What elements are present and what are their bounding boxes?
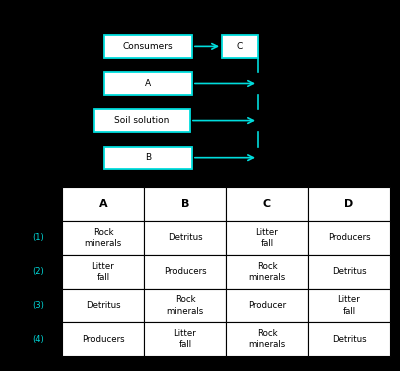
Bar xyxy=(308,255,390,289)
Text: C: C xyxy=(263,199,271,209)
Bar xyxy=(144,221,226,255)
Text: Detritus: Detritus xyxy=(168,233,202,243)
Bar xyxy=(144,255,226,289)
Bar xyxy=(104,35,192,58)
Bar xyxy=(144,322,226,356)
Text: Consumers: Consumers xyxy=(123,42,173,51)
Text: (4): (4) xyxy=(32,335,44,344)
Bar xyxy=(62,187,390,356)
Text: A: A xyxy=(99,199,107,209)
Text: Producers: Producers xyxy=(164,267,206,276)
Text: Detritus: Detritus xyxy=(332,267,366,276)
Text: Rock
minerals: Rock minerals xyxy=(166,295,204,316)
Text: (3): (3) xyxy=(32,301,44,310)
Text: Rock
minerals: Rock minerals xyxy=(248,262,286,282)
Bar xyxy=(226,322,308,356)
Bar xyxy=(62,255,144,289)
Bar xyxy=(62,322,144,356)
Text: Rock
minerals: Rock minerals xyxy=(248,329,286,349)
Bar xyxy=(308,322,390,356)
Bar xyxy=(104,72,192,95)
Bar xyxy=(226,289,308,322)
Text: B: B xyxy=(181,199,189,209)
Text: Producer: Producer xyxy=(248,301,286,310)
Text: A: A xyxy=(145,79,151,88)
Text: (2): (2) xyxy=(32,267,44,276)
Bar xyxy=(308,187,390,221)
Bar xyxy=(222,35,258,58)
Bar xyxy=(226,221,308,255)
Text: (1): (1) xyxy=(32,233,44,243)
Bar xyxy=(144,289,226,322)
Bar xyxy=(144,187,226,221)
Text: Detritus: Detritus xyxy=(332,335,366,344)
Bar xyxy=(226,255,308,289)
Text: Producers: Producers xyxy=(82,335,124,344)
Bar xyxy=(62,221,144,255)
Bar xyxy=(308,289,390,322)
Text: D: D xyxy=(344,199,354,209)
Text: B: B xyxy=(145,153,151,162)
Bar xyxy=(62,289,144,322)
Text: Detritus: Detritus xyxy=(86,301,120,310)
Text: Soil solution: Soil solution xyxy=(114,116,170,125)
Text: Litter
fall: Litter fall xyxy=(92,262,114,282)
Bar xyxy=(308,221,390,255)
Text: Litter
fall: Litter fall xyxy=(256,228,278,248)
Text: Producers: Producers xyxy=(328,233,370,243)
Bar xyxy=(226,187,308,221)
Text: Litter
fall: Litter fall xyxy=(338,295,360,316)
Bar xyxy=(104,147,192,169)
Text: Rock
minerals: Rock minerals xyxy=(84,228,122,248)
Text: C: C xyxy=(237,42,243,51)
Text: Litter
fall: Litter fall xyxy=(174,329,196,349)
Bar xyxy=(94,109,190,132)
Bar xyxy=(62,187,144,221)
